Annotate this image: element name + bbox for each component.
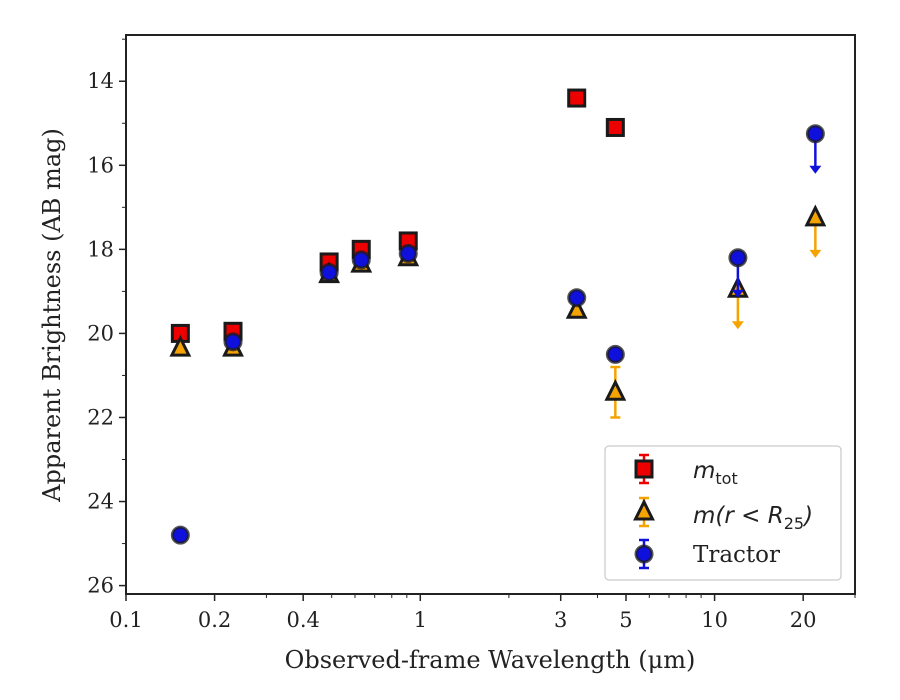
- data-point: [351, 250, 371, 270]
- y-tick-label: 16: [87, 153, 114, 177]
- legend-mr25-main: m(r < R: [693, 503, 784, 529]
- x-tick-label: 5: [619, 608, 632, 632]
- data-point: [170, 525, 190, 545]
- data-point: [605, 344, 625, 364]
- data-point: [804, 204, 827, 227]
- upper-limit-arrowhead: [809, 249, 822, 258]
- data-point: [605, 117, 625, 137]
- series-circle: [170, 124, 825, 545]
- x-tick-label: 0.1: [109, 608, 142, 632]
- data-point: [567, 288, 587, 308]
- legend-marker: [634, 459, 654, 479]
- axis-ticks: 0.1 0.2 0.4 1 3 5 10 20 14 16 18 20 22 24 26: [87, 38, 856, 632]
- legend-label-mr25: m(r < R25): [693, 503, 813, 533]
- legend-label-mtot: mtot: [693, 458, 738, 488]
- y-axis-title: Apparent Brightness (AB mag): [38, 128, 66, 503]
- data-point: [223, 332, 243, 352]
- data-layer: [169, 88, 827, 545]
- upper-limit-arrowhead: [731, 289, 744, 298]
- x-tick-label: 20: [790, 608, 817, 632]
- y-tick-label: 26: [87, 574, 114, 598]
- x-tick-label: 0.2: [198, 608, 231, 632]
- data-point: [728, 248, 748, 268]
- y-tick-label: 18: [87, 237, 114, 261]
- legend-box: [604, 445, 842, 581]
- data-point: [169, 334, 192, 357]
- x-axis-title: Observed-frame Wavelength (μm): [285, 646, 696, 674]
- upper-limit-arrowhead: [809, 165, 822, 174]
- plot-frame: [125, 34, 856, 595]
- x-tick-label: 0.4: [286, 608, 319, 632]
- data-point: [604, 378, 627, 401]
- y-tick-label: 24: [87, 490, 114, 514]
- x-tick-label: 10: [701, 608, 728, 632]
- legend: mtot m(r < R25) Tractor: [604, 445, 842, 581]
- data-point: [805, 124, 825, 144]
- legend-mr25-suffix: ): [802, 503, 813, 529]
- legend-markers: [633, 453, 655, 570]
- legend-mr25-sub: 25: [784, 514, 804, 533]
- legend-mtot-base: m: [693, 458, 715, 484]
- legend-marker: [634, 544, 654, 564]
- data-point: [565, 296, 588, 319]
- data-point: [567, 88, 587, 108]
- y-tick-label: 22: [87, 405, 114, 429]
- y-tick-label: 14: [87, 69, 114, 93]
- x-tick-label: 1: [414, 608, 427, 632]
- legend-marker: [633, 498, 655, 521]
- legend-mtot-sub: tot: [715, 469, 737, 488]
- legend-label-tractor: Tractor: [693, 542, 780, 568]
- upper-limit-arrowhead: [731, 321, 744, 330]
- y-tick-label: 20: [87, 321, 114, 345]
- data-point: [319, 262, 339, 282]
- x-tick-label: 3: [554, 608, 567, 632]
- data-point: [398, 244, 418, 264]
